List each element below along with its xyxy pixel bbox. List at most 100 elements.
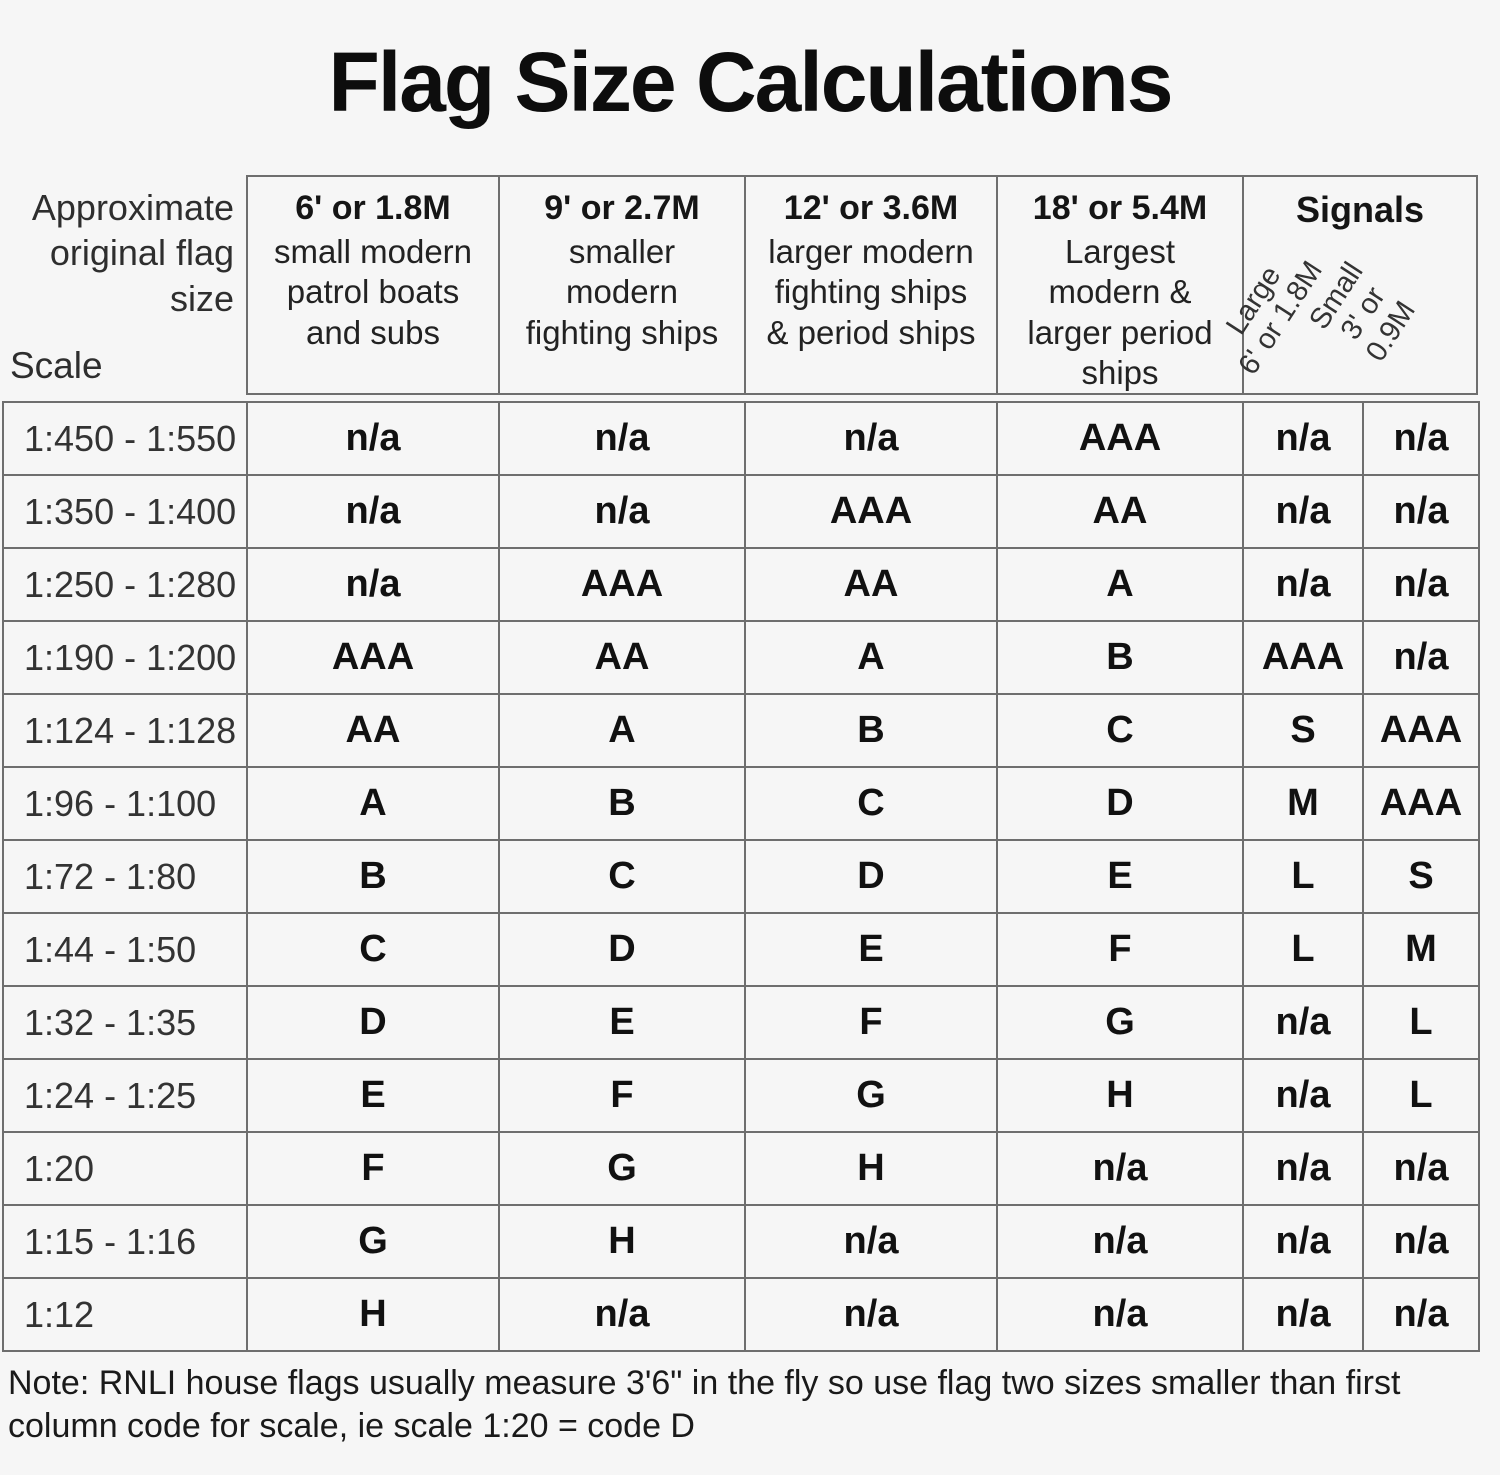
flag-size-table: Approximate original flag size Scale 6' …: [2, 175, 1480, 1352]
table-cell: AAA: [1242, 620, 1364, 695]
table-cell: H: [246, 1277, 500, 1352]
table-cell: n/a: [1242, 547, 1364, 622]
table-cell: n/a: [1242, 985, 1364, 1060]
scale-cell: 1:96 - 1:100: [2, 766, 248, 841]
table-row: 1:72 - 1:80 B C D E L S: [2, 839, 1480, 914]
signals-label: Signals: [1295, 189, 1425, 230]
scale-cell: 1:450 - 1:550: [2, 401, 248, 476]
table-cell: n/a: [1242, 1131, 1364, 1206]
table-cell: AAA: [1362, 766, 1480, 841]
table-row: 1:32 - 1:35 D E F G n/a L: [2, 985, 1480, 1060]
column-size-label: 18' or 5.4M: [1032, 189, 1208, 227]
table-cell: n/a: [498, 474, 746, 549]
scale-cell: 1:190 - 1:200: [2, 620, 248, 695]
column-header-12ft: 12' or 3.6M larger modern fighting ships…: [744, 175, 996, 395]
table-cell: AAA: [1362, 693, 1480, 768]
table-row: 1:20 F G H n/a n/a n/a: [2, 1131, 1480, 1206]
table-cell: n/a: [1362, 1277, 1480, 1352]
table-cell: H: [996, 1058, 1244, 1133]
table-cell: n/a: [498, 401, 746, 476]
table-cell: F: [744, 985, 998, 1060]
table-row: 1:450 - 1:550 n/a n/a n/a AAA n/a n/a: [2, 401, 1480, 476]
scale-cell: 1:24 - 1:25: [2, 1058, 248, 1133]
scale-cell: 1:72 - 1:80: [2, 839, 248, 914]
table-cell: B: [996, 620, 1244, 695]
column-header-9ft: 9' or 2.7M smaller modern fighting ships: [498, 175, 744, 395]
table-cell: n/a: [246, 401, 500, 476]
table-cell: L: [1242, 839, 1364, 914]
table-cell: AAA: [498, 547, 746, 622]
table-cell: n/a: [1362, 1131, 1480, 1206]
table-cell: n/a: [1362, 547, 1480, 622]
table-cell: E: [996, 839, 1244, 914]
table-cell: AAA: [246, 620, 500, 695]
column-desc-label: Largest modern & larger period ships: [1027, 233, 1213, 391]
table-cell: C: [246, 912, 500, 987]
column-desc-label: larger modern fighting ships & period sh…: [766, 233, 976, 351]
scale-cell: 1:20: [2, 1131, 248, 1206]
table-cell: L: [1362, 985, 1480, 1060]
table-cell: n/a: [744, 401, 998, 476]
table-row: 1:15 - 1:16 G H n/a n/a n/a n/a: [2, 1204, 1480, 1279]
table-cell: AAA: [996, 401, 1244, 476]
table-cell: A: [246, 766, 500, 841]
table-cell: G: [498, 1131, 746, 1206]
table-cell: AAA: [744, 474, 998, 549]
table-row: 1:124 - 1:128 AA A B C S AAA: [2, 693, 1480, 768]
table-cell: AA: [246, 693, 500, 768]
table-cell: AA: [744, 547, 998, 622]
column-size-label: 6' or 1.8M: [295, 189, 451, 227]
table-cell: H: [498, 1204, 746, 1279]
table-cell: n/a: [1362, 401, 1480, 476]
table-cell: n/a: [1242, 474, 1364, 549]
scale-cell: 1:350 - 1:400: [2, 474, 248, 549]
table-body: 1:450 - 1:550 n/a n/a n/a AAA n/a n/a 1:…: [2, 401, 1480, 1352]
corner-header-cell: Approximate original flag size Scale: [2, 175, 246, 395]
table-cell: C: [744, 766, 998, 841]
table-cell: G: [246, 1204, 500, 1279]
table-cell: D: [744, 839, 998, 914]
approx-flag-size-label: Approximate original flag size: [31, 187, 234, 319]
table-cell: B: [246, 839, 500, 914]
table-cell: F: [996, 912, 1244, 987]
table-cell: n/a: [498, 1277, 746, 1352]
scale-label: Scale: [10, 345, 103, 386]
table-cell: A: [498, 693, 746, 768]
table-cell: A: [744, 620, 998, 695]
table-row: 1:96 - 1:100 A B C D M AAA: [2, 766, 1480, 841]
table-cell: AA: [498, 620, 746, 695]
table-cell: n/a: [246, 474, 500, 549]
table-cell: n/a: [1242, 1058, 1364, 1133]
scale-cell: 1:44 - 1:50: [2, 912, 248, 987]
table-cell: n/a: [996, 1204, 1244, 1279]
page-title: Flag Size Calculations: [328, 35, 1174, 129]
footnote: Note: RNLI house flags usually measure 3…: [8, 1364, 1401, 1445]
table-cell: D: [246, 985, 500, 1060]
table-cell: n/a: [1362, 1204, 1480, 1279]
table-cell: M: [1362, 912, 1480, 987]
column-size-label: 9' or 2.7M: [544, 189, 700, 227]
scale-code-table: 1:450 - 1:550 n/a n/a n/a AAA n/a n/a 1:…: [2, 401, 1480, 1352]
table-cell: n/a: [1362, 620, 1480, 695]
table-cell: n/a: [744, 1204, 998, 1279]
table-cell: C: [498, 839, 746, 914]
table-row: 1:24 - 1:25 E F G H n/a L: [2, 1058, 1480, 1133]
table-cell: D: [498, 912, 746, 987]
table-cell: E: [744, 912, 998, 987]
table-cell: B: [498, 766, 746, 841]
table-cell: M: [1242, 766, 1364, 841]
table-cell: L: [1242, 912, 1364, 987]
table-cell: G: [996, 985, 1244, 1060]
column-desc-label: small modern patrol boats and subs: [273, 233, 473, 351]
table-cell: n/a: [1242, 1204, 1364, 1279]
table-cell: S: [1362, 839, 1480, 914]
table-cell: E: [246, 1058, 500, 1133]
table-cell: H: [744, 1131, 998, 1206]
table-cell: F: [498, 1058, 746, 1133]
table-row: 1:12 H n/a n/a n/a n/a n/a: [2, 1277, 1480, 1352]
column-desc-label: smaller modern fighting ships: [525, 233, 719, 351]
table-row: 1:250 - 1:280 n/a AAA AA A n/a n/a: [2, 547, 1480, 622]
table-cell: n/a: [246, 547, 500, 622]
table-cell: n/a: [1362, 474, 1480, 549]
column-header-signals: Signals Large 6' or 1.8M Small 3' or 0.9…: [1220, 175, 1478, 395]
